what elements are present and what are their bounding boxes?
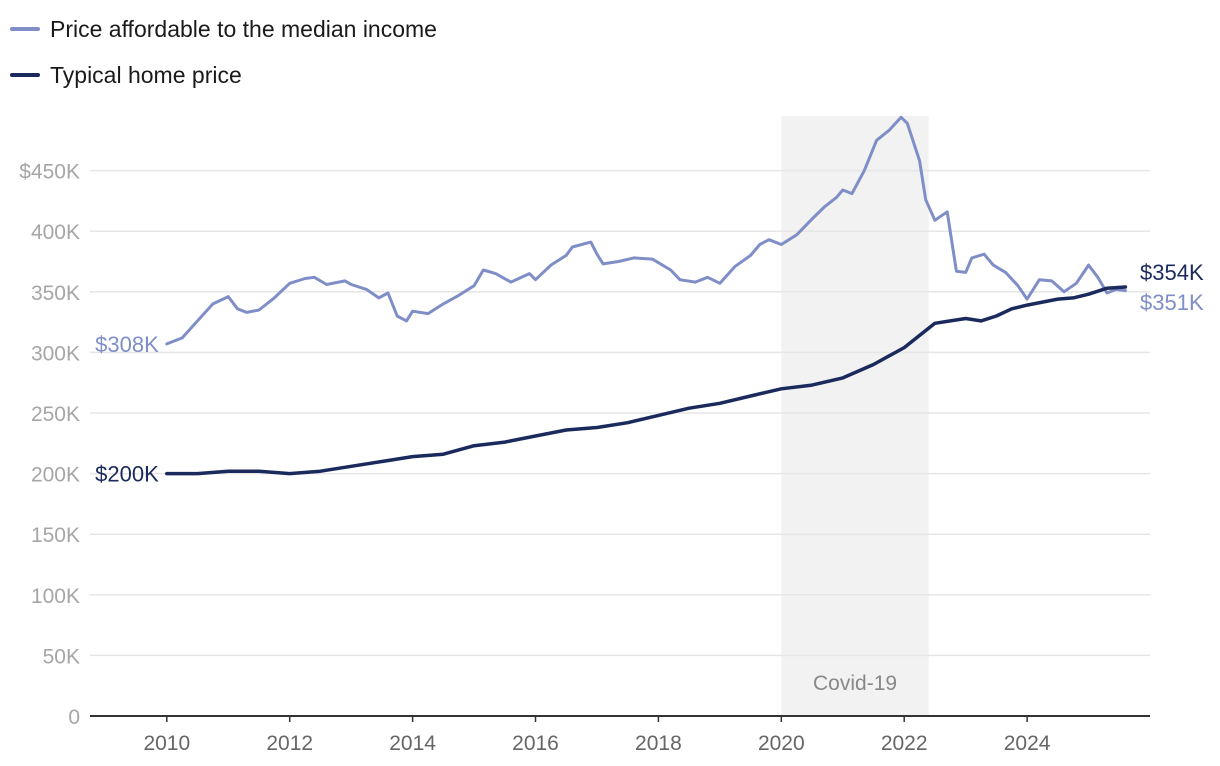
x-tick-label: 2020 bbox=[758, 732, 805, 755]
y-tick-label: 400K bbox=[31, 221, 80, 244]
series-line-home-price bbox=[165, 285, 1128, 476]
legend-label-home-price: Typical home price bbox=[50, 61, 242, 88]
shaded-region-layer: Covid-19 bbox=[781, 116, 929, 716]
end-label-home-price: $354K bbox=[1140, 260, 1204, 285]
covid-band-label: Covid-19 bbox=[813, 672, 897, 695]
y-tick-label: 100K bbox=[31, 585, 80, 608]
end-label-affordable: $351K bbox=[1140, 290, 1204, 315]
x-tick-label: 2012 bbox=[266, 732, 313, 755]
y-tick-label: 200K bbox=[31, 464, 80, 487]
y-tick-label: $450K bbox=[19, 161, 80, 184]
y-tick-label: 0 bbox=[68, 706, 80, 729]
legend-item-affordable: Price affordable to the median income bbox=[10, 14, 437, 44]
x-tick-label: 2016 bbox=[512, 732, 559, 755]
series-line-affordable bbox=[165, 115, 1127, 346]
y-tick-label: 350K bbox=[31, 282, 80, 305]
legend-swatch-affordable bbox=[10, 27, 40, 31]
y-tick-label: 300K bbox=[31, 342, 80, 365]
x-tick-label: 2022 bbox=[881, 732, 928, 755]
start-label-home-price: $200K bbox=[95, 462, 159, 487]
series-layer bbox=[165, 115, 1128, 476]
legend: Price affordable to the median income Ty… bbox=[10, 14, 437, 106]
x-tick-label: 2014 bbox=[389, 732, 436, 755]
x-tick-label: 2010 bbox=[143, 732, 190, 755]
legend-item-home-price: Typical home price bbox=[10, 60, 437, 90]
y-tick-label: 250K bbox=[31, 403, 80, 426]
covid-shaded-band bbox=[781, 116, 929, 716]
y-tick-label: 150K bbox=[31, 524, 80, 547]
y-tick-label: 50K bbox=[43, 645, 80, 668]
start-label-affordable: $308K bbox=[95, 332, 159, 357]
legend-label-affordable: Price affordable to the median income bbox=[50, 15, 437, 42]
gridlines: 0 50K 100K 150K 200K 250K 300K 350K 400K $450K 201… bbox=[19, 161, 1150, 755]
label-layer: $308K $200K $354K $351K bbox=[95, 260, 1204, 487]
x-tick-label: 2024 bbox=[1004, 732, 1051, 755]
x-tick-label: 2018 bbox=[635, 732, 682, 755]
legend-swatch-home-price bbox=[10, 73, 40, 77]
